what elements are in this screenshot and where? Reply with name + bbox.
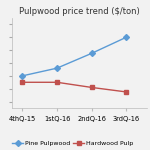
Legend: Pine Pulpwood, Hardwood Pulp: Pine Pulpwood, Hardwood Pulp bbox=[10, 138, 136, 148]
Hardwood Pulp bbox=[91, 87, 93, 88]
Hardwood Pulp bbox=[125, 91, 127, 93]
Pine Pulpwood bbox=[91, 52, 93, 54]
Pine Pulpwood bbox=[56, 67, 58, 69]
Pine Pulpwood bbox=[21, 75, 23, 77]
Line: Pine Pulpwood: Pine Pulpwood bbox=[20, 35, 128, 78]
Hardwood Pulp bbox=[21, 81, 23, 83]
Hardwood Pulp bbox=[56, 81, 58, 83]
Pine Pulpwood bbox=[125, 36, 127, 38]
Title: Pulpwood price trend ($/ton): Pulpwood price trend ($/ton) bbox=[19, 7, 140, 16]
Line: Hardwood Pulp: Hardwood Pulp bbox=[20, 80, 128, 94]
